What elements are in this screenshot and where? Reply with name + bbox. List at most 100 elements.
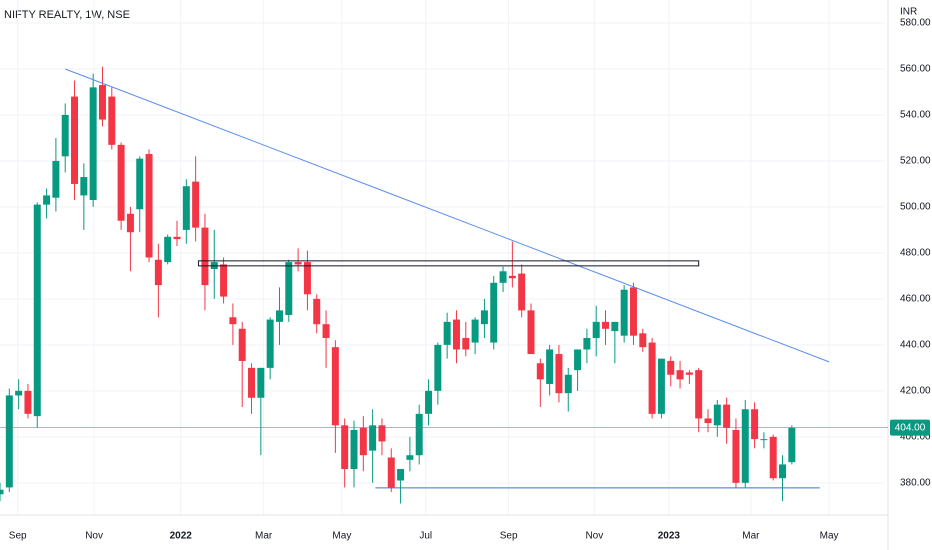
x-tick-label: Sep [500, 531, 518, 542]
candle-body [117, 144, 125, 221]
candle-body [313, 298, 321, 325]
candle-body [676, 370, 684, 380]
x-tick-label: May [820, 531, 839, 542]
candle-body [164, 236, 172, 263]
candle-body [201, 227, 209, 286]
x-tick-label: Mar [742, 531, 760, 542]
candle-body [331, 347, 339, 426]
price-label: 404.00 [895, 422, 926, 433]
candle-body [443, 321, 451, 345]
candle-body [546, 349, 554, 384]
candle-body [182, 186, 190, 230]
candle-body [629, 287, 637, 336]
candle-body [285, 262, 293, 315]
x-tick-label: Nov [585, 531, 603, 542]
candle-body [24, 390, 32, 414]
x-tick-label: Mar [255, 531, 273, 542]
candle-body [294, 262, 302, 265]
candle-body [406, 455, 414, 460]
zone-rectangle [197, 260, 700, 267]
candle-body [229, 317, 237, 325]
candle-body [648, 342, 656, 414]
candle-body [397, 469, 405, 481]
candle-body [685, 372, 693, 375]
candle-body [80, 177, 88, 196]
candle-body [508, 275, 516, 279]
y-tick-label: 420.00 [900, 385, 931, 396]
candle-body [71, 96, 79, 184]
candle-body [574, 349, 582, 371]
x-tick-label: Jul [419, 531, 432, 542]
candle-body [480, 310, 488, 325]
candle-body [98, 85, 106, 120]
candle-body [192, 181, 200, 228]
candle-body [620, 289, 628, 336]
candle-body [126, 213, 134, 233]
candle-body [341, 425, 349, 470]
candle-body [359, 427, 367, 456]
candle-body [713, 404, 721, 426]
candle-body [266, 319, 274, 368]
chart-title: NIFTY REALTY, 1W, NSE [4, 9, 130, 21]
candle-body [108, 96, 116, 145]
candle-body [657, 358, 665, 414]
candle-body [741, 409, 749, 483]
candle-body [378, 425, 386, 442]
candle-body [490, 282, 498, 343]
y-tick-label: 480.00 [900, 248, 931, 259]
candle-body [751, 409, 759, 440]
candle-body [639, 333, 647, 348]
y-tick-label: 440.00 [900, 340, 931, 351]
y-tick-label: 560.00 [900, 64, 931, 75]
y-tick-label: 580.00 [900, 18, 931, 29]
y-tick-label: 460.00 [900, 294, 931, 305]
x-tick-label: Sep [9, 531, 27, 542]
candle-body [89, 87, 97, 201]
candle-body [322, 324, 330, 338]
candle-body [15, 390, 23, 396]
candle-body [760, 439, 768, 441]
x-tick-label: 2023 [658, 531, 681, 542]
candle-body [723, 404, 731, 428]
candle-body [732, 429, 740, 483]
trend-line [65, 68, 830, 363]
y-tick-label: 380.00 [900, 477, 931, 488]
candle-body [33, 204, 41, 417]
candle-body [145, 154, 153, 258]
candle-body [387, 457, 395, 488]
candle-body [5, 395, 13, 488]
price-label-box [890, 419, 930, 436]
candle-body [527, 310, 535, 355]
candle-body [0, 489, 4, 495]
candle-body [275, 310, 283, 322]
candle-body [462, 337, 470, 350]
candle-body [695, 370, 703, 419]
candle-body [452, 319, 460, 350]
candle-body [499, 271, 507, 283]
candle-body [592, 321, 600, 338]
candle-body [704, 418, 712, 424]
candle-body [788, 427, 796, 463]
candle-body [434, 344, 442, 391]
candle-body [536, 363, 544, 380]
candle-body [415, 413, 423, 456]
candle-body [61, 114, 69, 157]
candle-body [154, 259, 162, 286]
candle-body [248, 367, 256, 398]
y-tick-label: 400.00 [900, 431, 931, 442]
candle-body [52, 160, 60, 198]
candle-body [220, 264, 228, 297]
candle-body [369, 425, 377, 451]
y-tick-label: 520.00 [900, 156, 931, 167]
candle-body [238, 328, 246, 361]
candle-body [518, 273, 526, 311]
candle-body [779, 464, 787, 479]
y-tick-label: 540.00 [900, 110, 931, 121]
x-tick-label: May [332, 531, 351, 542]
y-axis-label: INR [900, 7, 917, 18]
y-tick-label: 500.00 [900, 202, 931, 213]
candle-body [611, 321, 619, 332]
candle-body [769, 436, 777, 479]
